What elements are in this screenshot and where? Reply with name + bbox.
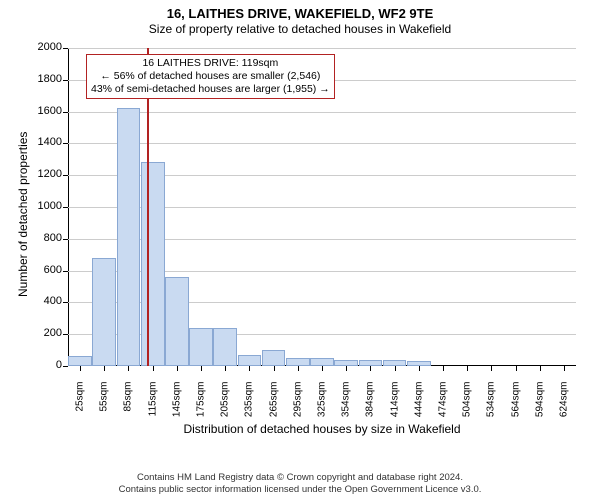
- x-tick: [322, 366, 323, 371]
- x-tick: [540, 366, 541, 371]
- y-tick-label: 600: [24, 264, 62, 276]
- y-tick: [63, 239, 68, 240]
- histogram-bar: [92, 258, 116, 366]
- x-tick-label: 564sqm: [510, 382, 521, 432]
- footer-line-1: Contains HM Land Registry data © Crown c…: [0, 472, 600, 484]
- x-tick-label: 265sqm: [268, 382, 279, 432]
- y-tick: [63, 302, 68, 303]
- x-tick-label: 444sqm: [413, 382, 424, 432]
- x-tick-label: 115sqm: [147, 382, 158, 432]
- histogram-bar: [117, 108, 141, 366]
- x-tick: [274, 366, 275, 371]
- histogram-bar: [68, 356, 92, 366]
- annotation-box: 16 LAITHES DRIVE: 119sqm← 56% of detache…: [86, 54, 335, 99]
- histogram-bar: [141, 162, 165, 366]
- histogram-bar: [238, 355, 262, 366]
- x-tick: [80, 366, 81, 371]
- x-tick: [370, 366, 371, 371]
- x-tick-label: 624sqm: [558, 382, 569, 432]
- x-tick: [177, 366, 178, 371]
- y-tick-label: 1800: [24, 73, 62, 85]
- y-tick: [63, 80, 68, 81]
- x-tick: [443, 366, 444, 371]
- chart-plot-area: 16 LAITHES DRIVE: 119sqm← 56% of detache…: [68, 48, 576, 366]
- histogram-bar: [189, 328, 213, 366]
- y-tick-label: 1200: [24, 168, 62, 180]
- y-tick: [63, 271, 68, 272]
- histogram-bar: [310, 358, 334, 366]
- x-tick-label: 474sqm: [437, 382, 448, 432]
- x-tick-label: 534sqm: [486, 382, 497, 432]
- x-tick-label: 504sqm: [462, 382, 473, 432]
- y-tick-label: 1000: [24, 200, 62, 212]
- histogram-bar: [165, 277, 189, 366]
- y-tick-label: 200: [24, 327, 62, 339]
- x-tick-label: 325sqm: [317, 382, 328, 432]
- x-tick-label: 594sqm: [534, 382, 545, 432]
- x-tick: [395, 366, 396, 371]
- histogram-bar: [286, 358, 310, 366]
- histogram-bar: [213, 328, 237, 366]
- y-tick-label: 2000: [24, 41, 62, 53]
- y-tick: [63, 48, 68, 49]
- y-tick: [63, 207, 68, 208]
- x-tick-label: 205sqm: [220, 382, 231, 432]
- x-tick-label: 295sqm: [292, 382, 303, 432]
- y-tick: [63, 366, 68, 367]
- x-tick-label: 235sqm: [244, 382, 255, 432]
- chart-title-subtitle: Size of property relative to detached ho…: [0, 22, 600, 36]
- annotation-line-3: 43% of semi-detached houses are larger (…: [91, 83, 330, 96]
- annotation-line-1: 16 LAITHES DRIVE: 119sqm: [91, 57, 330, 70]
- x-tick: [298, 366, 299, 371]
- x-tick: [346, 366, 347, 371]
- x-tick: [153, 366, 154, 371]
- y-tick: [63, 175, 68, 176]
- x-tick-label: 55sqm: [99, 382, 110, 432]
- y-gridline: [68, 48, 576, 49]
- x-tick-label: 145sqm: [171, 382, 182, 432]
- chart-footer: Contains HM Land Registry data © Crown c…: [0, 472, 600, 496]
- y-tick-label: 0: [24, 359, 62, 371]
- annotation-line-2: ← 56% of detached houses are smaller (2,…: [91, 70, 330, 83]
- x-tick-label: 384sqm: [365, 382, 376, 432]
- y-gridline: [68, 143, 576, 144]
- x-tick: [564, 366, 565, 371]
- x-tick: [467, 366, 468, 371]
- x-tick: [516, 366, 517, 371]
- x-tick-label: 25sqm: [75, 382, 86, 432]
- x-tick: [201, 366, 202, 371]
- y-tick: [63, 112, 68, 113]
- y-tick: [63, 143, 68, 144]
- y-gridline: [68, 112, 576, 113]
- x-tick: [225, 366, 226, 371]
- y-tick-label: 1600: [24, 105, 62, 117]
- x-tick-label: 175sqm: [196, 382, 207, 432]
- y-tick-label: 1400: [24, 136, 62, 148]
- x-tick-label: 414sqm: [389, 382, 400, 432]
- x-tick-label: 85sqm: [123, 382, 134, 432]
- x-tick: [249, 366, 250, 371]
- chart-title-address: 16, LAITHES DRIVE, WAKEFIELD, WF2 9TE: [0, 6, 600, 21]
- y-tick: [63, 334, 68, 335]
- x-tick-label: 354sqm: [341, 382, 352, 432]
- x-tick: [491, 366, 492, 371]
- y-tick-label: 800: [24, 232, 62, 244]
- footer-line-2: Contains public sector information licen…: [0, 484, 600, 496]
- x-tick: [128, 366, 129, 371]
- x-tick: [104, 366, 105, 371]
- x-tick: [419, 366, 420, 371]
- y-tick-label: 400: [24, 295, 62, 307]
- histogram-bar: [262, 350, 286, 366]
